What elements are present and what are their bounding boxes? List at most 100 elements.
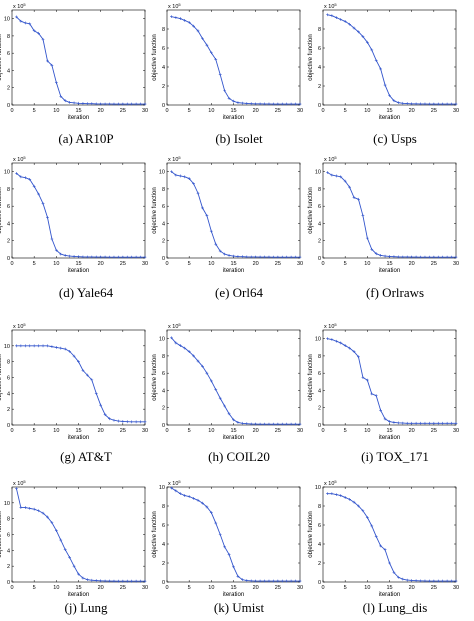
data-point [388,255,391,258]
y-tick-label: 4 [7,548,10,554]
data-point [59,346,63,350]
data-point [32,344,36,348]
data-point [50,345,54,349]
data-point [450,579,453,583]
y-tick-label: 6 [162,371,165,377]
data-point [85,102,89,106]
data-point [50,521,54,525]
y-axis-label: objective function [0,354,3,400]
x-tick-label: 20 [98,428,104,434]
data-point [37,344,40,348]
data-point [334,174,338,178]
data-point [94,391,98,395]
data-point [139,102,142,106]
data-point [348,185,351,189]
data-point [289,579,293,583]
data-point [103,255,107,259]
data-point [240,255,244,259]
data-point [227,412,231,416]
x-tick-label: 15 [230,428,236,434]
x-tick-label: 15 [386,585,392,591]
x-tick-label: 30 [142,261,148,267]
y-tick-label: 4 [7,68,10,74]
data-point [258,255,262,259]
data-point [174,489,178,493]
x-tick-label: 15 [75,261,81,267]
data-point [454,579,458,583]
data-point [432,421,436,425]
data-point [32,184,36,188]
x-axis-label: iteration [68,592,89,598]
x-tick-label: 0 [165,428,168,434]
data-point [63,347,67,351]
data-point [240,421,244,425]
data-point [15,15,18,19]
y-tick-label: 2 [7,86,10,92]
data-point [401,101,405,105]
data-point [223,545,227,549]
x-tick-label: 20 [98,108,104,114]
data-point [187,495,191,498]
data-point [343,179,347,183]
data-point [68,254,72,258]
x-tick-label: 30 [453,428,459,434]
data-point [396,101,400,105]
data-point [352,196,356,199]
data-point [90,578,94,582]
x-axis-label: iteration [223,115,244,121]
data-point [183,346,187,350]
data-point [436,421,440,425]
y-tick-label: 2 [162,239,165,245]
data-point [285,255,289,259]
y-tick-label: 2 [7,239,10,245]
subfigure-caption: (j) Lung [65,600,108,615]
y-tick-label: 6 [318,204,321,210]
data-point [236,255,240,258]
data-point [285,422,289,426]
data-point [298,579,302,583]
x-tick-label: 15 [386,108,392,114]
data-point [50,63,54,67]
data-point [254,579,258,583]
y-axis-label: objective function [308,511,314,557]
data-point [249,579,253,583]
data-point [348,346,351,350]
data-point [240,101,244,105]
data-point [236,574,240,578]
data-point [174,341,178,345]
x-tick-label: 20 [409,108,415,114]
data-point [352,350,356,353]
data-point [94,255,98,259]
y-tick-label: 8 [162,187,165,193]
data-point [218,533,222,536]
data-point [121,255,125,259]
data-point [280,422,284,426]
data-point [423,255,427,259]
data-point [178,17,182,20]
data-point [410,102,414,106]
x-tick-label: 15 [75,585,81,591]
x-tick-label: 10 [53,261,59,267]
y-tick-label: 4 [318,388,321,394]
y-tick-label: 2 [318,561,321,567]
data-point [143,420,147,424]
data-point [298,102,302,106]
data-point [81,102,85,105]
y-exponent-label: x 105 [13,155,26,163]
y-axis-label: objective function [0,34,3,80]
x-tick-label: 0 [321,108,324,114]
x-tick-label: 25 [120,428,126,434]
x-axis-label: iteration [223,592,244,598]
y-tick-label: 6 [318,46,321,52]
data-point [54,529,58,532]
y-exponent-label: x 105 [13,2,26,10]
data-point [405,255,409,259]
data-point [334,493,338,496]
data-point [428,579,431,583]
data-point [28,506,32,510]
data-point [205,43,209,47]
x-tick-label: 30 [142,108,148,114]
